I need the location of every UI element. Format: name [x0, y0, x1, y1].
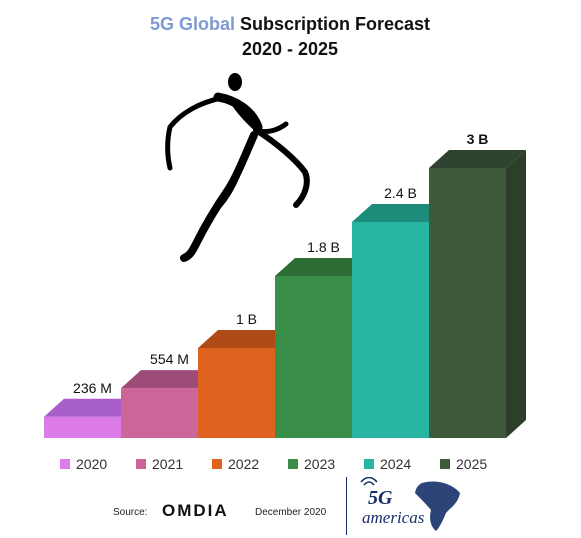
- bar-2023: [275, 276, 352, 438]
- chart-title-line-1: 5G Global Subscription Forecast: [150, 14, 430, 34]
- footer-divider: [346, 477, 347, 535]
- data-label-2021: 554 M: [150, 351, 189, 367]
- legend-label-2023: 2023: [304, 456, 336, 472]
- legend-item-2021: 2021: [136, 455, 212, 473]
- bar-top-2025: [429, 150, 526, 168]
- bar-2022: [198, 348, 275, 438]
- legend: 2020 2021 2022 2023 2024 2025: [60, 455, 540, 473]
- globe-shape-icon: [415, 481, 460, 531]
- bar-2025: [429, 168, 506, 438]
- bar-top-2021: [121, 370, 218, 389]
- legend-item-2025: 2025: [440, 455, 516, 473]
- legend-item-2024: 2024: [364, 455, 440, 473]
- legend-item-2022: 2022: [212, 455, 288, 473]
- legend-swatch-2023: [288, 459, 298, 469]
- legend-label-2020: 2020: [76, 456, 108, 472]
- legend-label-2024: 2024: [380, 456, 412, 472]
- logo-text-americas: americas: [362, 508, 425, 527]
- 5g-americas-logo: 5G americas: [360, 477, 460, 531]
- legend-swatch-2025: [440, 459, 450, 469]
- title-rest: Subscription Forecast: [235, 14, 430, 34]
- data-label-2023: 1.8 B: [307, 239, 340, 255]
- signal-waves-icon: [360, 477, 378, 486]
- bar-top-2020: [44, 398, 141, 417]
- bar-top-2023: [275, 258, 372, 276]
- report-date: December 2020: [255, 507, 327, 518]
- footer: Source: OMDIA December 2020 5G americas: [0, 475, 581, 535]
- bar-2020: [44, 416, 121, 438]
- data-labels-group: 236 M 554 M 1 B 1.8 B 2.4 B 3 B: [73, 131, 488, 396]
- logo-text-5g: 5G: [368, 487, 393, 509]
- bar-2021: [121, 388, 198, 438]
- runner-silhouette-icon: [165, 73, 310, 262]
- omdia-logo: OMDIA: [162, 501, 229, 520]
- source-label: Source:: [113, 507, 148, 518]
- legend-item-2020: 2020: [60, 455, 136, 473]
- chart-title-line-2: 2020 - 2025: [242, 39, 338, 59]
- title-accent: 5G Global: [150, 14, 235, 34]
- legend-swatch-2024: [364, 459, 374, 469]
- bar-2024: [352, 222, 429, 438]
- data-label-2025: 3 B: [467, 131, 489, 147]
- bar-top-2022: [198, 330, 295, 348]
- legend-swatch-2022: [212, 459, 222, 469]
- data-label-2020: 236 M: [73, 380, 112, 396]
- legend-swatch-2021: [136, 459, 146, 469]
- bars-group: [44, 150, 526, 438]
- bar-side-2025: [506, 150, 526, 438]
- data-label-2024: 2.4 B: [384, 185, 417, 201]
- legend-label-2021: 2021: [152, 456, 184, 472]
- legend-label-2022: 2022: [228, 456, 260, 472]
- legend-item-2023: 2023: [288, 455, 364, 473]
- legend-swatch-2020: [60, 459, 70, 469]
- legend-label-2025: 2025: [456, 456, 488, 472]
- bar-top-2024: [352, 204, 449, 222]
- data-label-2022: 1 B: [236, 311, 257, 327]
